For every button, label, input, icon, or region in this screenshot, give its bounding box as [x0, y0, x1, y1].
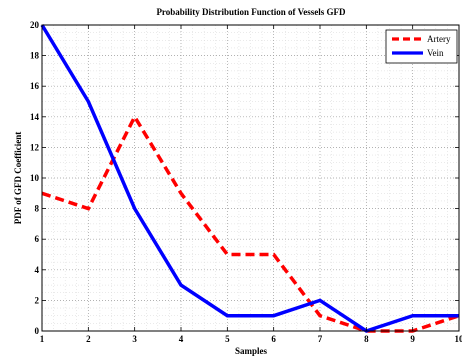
x-tick-label: 5: [225, 334, 230, 344]
x-tick-label: 10: [455, 334, 462, 344]
x-tick-label: 6: [271, 334, 276, 344]
y-tick-label: 12: [30, 142, 40, 152]
y-tick-label: 0: [35, 326, 40, 336]
x-tick-label: 8: [364, 334, 369, 344]
y-tick-label: 14: [30, 112, 40, 122]
series-line-vein: [40, 24, 459, 333]
y-tick-label: 2: [35, 295, 40, 305]
x-tick-label: 1: [40, 334, 45, 344]
legend-label-vein: Vein: [427, 48, 444, 58]
y-axis-label: PDF of GFD Coefficient: [13, 132, 23, 224]
x-axis-label: Samples: [235, 346, 268, 356]
x-tick-label: 9: [410, 334, 415, 344]
y-tick-label: 8: [35, 204, 40, 214]
y-tick-label: 20: [30, 20, 40, 30]
x-tick-label: 4: [179, 334, 184, 344]
y-tick-label: 16: [30, 81, 40, 91]
grid-lines: [41, 24, 460, 332]
chart-title: Probability Distribution Function of Ves…: [156, 7, 346, 17]
y-tick-label: 18: [30, 51, 40, 61]
legend: Artery Vein: [385, 29, 458, 64]
y-tick-label: 6: [35, 234, 40, 244]
axis-ticks: [41, 24, 460, 332]
x-tick-label: 7: [318, 334, 323, 344]
x-tick-label: 3: [132, 334, 137, 344]
legend-label-artery: Artery: [427, 34, 451, 44]
y-tick-label: 4: [35, 265, 40, 275]
legend-box: [385, 29, 458, 64]
y-tick-label: 10: [30, 173, 40, 183]
x-tick-label: 2: [86, 334, 91, 344]
